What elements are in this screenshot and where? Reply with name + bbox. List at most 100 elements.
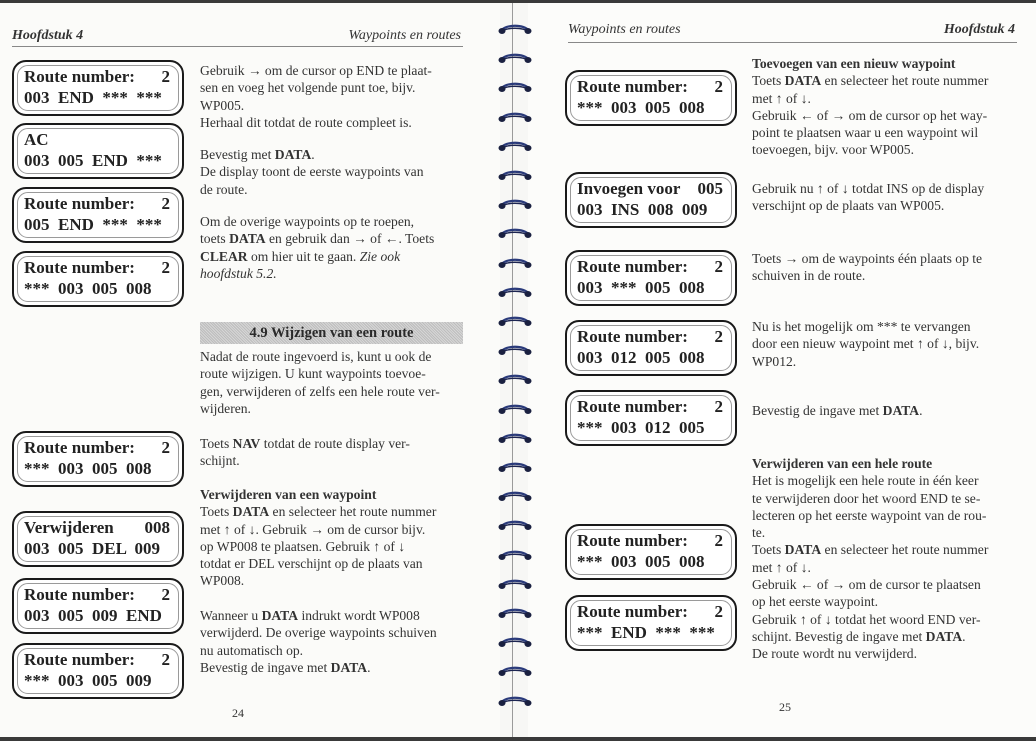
- binding-ring-icon: [497, 197, 533, 210]
- lcd-display: Route number: 2 003 END *** ***: [12, 60, 184, 116]
- lcd-value: 2: [714, 602, 724, 621]
- text-run: te.: [752, 525, 766, 541]
- text-line: schijnt.: [200, 452, 410, 469]
- text-paragraph: Gebruik nu ↑ of ↓ totdat INS op de displ…: [752, 180, 984, 215]
- text-run: Gebruik ← of → om de cursor op het way-: [752, 107, 988, 123]
- text-run: .: [367, 659, 371, 675]
- text-run: met ↑ of ↓.: [752, 559, 811, 575]
- bold-term: CLEAR: [200, 248, 248, 264]
- text-run: toets: [200, 231, 230, 247]
- lcd-display: Route number: 2 *** 003 005 009: [12, 643, 184, 699]
- text-line: Gebruik ← of → om de cursor op het way-: [752, 107, 988, 124]
- binding-ring-icon: [497, 343, 533, 356]
- bold-term: DATA: [330, 659, 368, 675]
- text-run: toevoegen, bijv. voor WP005.: [752, 142, 914, 158]
- text-run: .: [962, 628, 966, 644]
- lcd-line-1: Route number: 2: [24, 67, 170, 87]
- scan-edge-top: [0, 0, 1036, 3]
- lcd-display: Verwijderen 008 003 005 DEL 009: [12, 511, 184, 567]
- lcd-label: Route number:: [24, 650, 135, 669]
- text-run: verschijnt op de plaats van WP005.: [752, 198, 945, 214]
- lcd-label: Verwijderen: [24, 518, 114, 537]
- binding-ring-icon: [497, 226, 533, 239]
- text-line: Toets DATA en selecteer het route nummer: [200, 503, 436, 520]
- binding-ring-icon: [497, 372, 533, 385]
- text-run: totdat de route display ver-: [260, 436, 410, 451]
- text-run: .: [311, 147, 315, 162]
- bold-term: DATA: [784, 542, 822, 558]
- text-line: hoofdstuk 5.2.: [200, 265, 434, 282]
- text-run: schijnt. Bevestig de ingave met: [752, 628, 926, 644]
- lcd-value: 2: [161, 67, 171, 86]
- binding-ring-icon: [497, 431, 533, 443]
- lcd-line-1: Route number: 2: [577, 77, 723, 97]
- text-line: totdat er DEL verschijnt op de plaats va…: [200, 555, 436, 572]
- bold-term: DATA: [784, 73, 822, 89]
- lcd-line-1: Route number: 2: [24, 258, 170, 278]
- text-line: Verwijderen van een waypoint: [200, 486, 436, 503]
- bold-term: DATA: [925, 628, 963, 644]
- binding-ring-icon: [497, 664, 533, 677]
- text-paragraph: Toets NAV totdat de route display ver-sc…: [200, 435, 410, 470]
- lcd-line-2: 003 005 009 END: [24, 606, 162, 625]
- lcd-line-2: *** 003 005 008: [577, 552, 705, 571]
- lcd-inner-frame: [17, 256, 179, 302]
- text-run: Om de overige waypoints op te roepen,: [200, 214, 415, 229]
- text-run: Toets: [200, 504, 233, 520]
- right-section-header: Waypoints en routes: [568, 22, 681, 37]
- lcd-label: Invoegen voor: [577, 179, 681, 198]
- text-run: Herhaal dit totdat de route compleet is.: [200, 114, 412, 130]
- lcd-line-1: Route number: 2: [24, 438, 170, 458]
- lcd-display: Route number: 2 *** END *** ***: [565, 595, 737, 651]
- lcd-inner-frame: [570, 255, 732, 301]
- text-line: Toevoegen van een nieuw waypoint: [752, 55, 988, 72]
- left-chapter-header: Hoofdstuk 4: [12, 28, 84, 43]
- bold-term: DATA: [274, 147, 312, 162]
- lcd-line-2: *** END *** ***: [577, 623, 715, 642]
- text-line: Het is mogelijk een hele route in één ke…: [752, 472, 988, 489]
- lcd-inner-frame: [570, 600, 732, 646]
- lcd-label: Route number:: [24, 67, 135, 86]
- binding-ring-icon: [497, 489, 533, 502]
- lcd-value: 2: [161, 585, 171, 604]
- lcd-inner-frame: [570, 325, 732, 371]
- lcd-value: 2: [161, 258, 171, 277]
- binding-ring-icon: [497, 256, 533, 268]
- bold-term: DATA: [232, 504, 270, 520]
- text-line: te verwijderen door het woord END te se-: [752, 490, 988, 507]
- text-line: Nadat de route ingevoerd is, kunt u ook …: [200, 348, 440, 365]
- text-run: met ↑ of ↓.: [752, 90, 811, 106]
- text-run: Toets: [752, 73, 785, 89]
- lcd-line-2: *** 003 005 008: [577, 98, 705, 117]
- text-run: om hier uit te gaan.: [247, 248, 360, 264]
- binding-ring-icon: [497, 80, 533, 93]
- lcd-line-1: Route number: 2: [577, 602, 723, 622]
- lcd-line-1: Route number: 2: [577, 327, 723, 347]
- lcd-display: Route number: 2 003 005 009 END: [12, 578, 184, 634]
- binding-ring-icon: [497, 548, 533, 560]
- text-run: met ↑ of ↓. Gebruik → om de cursor bijv.: [200, 521, 426, 537]
- text-line: point te plaatsen waar u een waypoint wi…: [752, 124, 988, 141]
- lcd-label: Route number:: [577, 77, 688, 96]
- text-line: sen en voeg het volgende punt toe, bijv.: [200, 79, 432, 96]
- text-line: Toets DATA en selecteer het route nummer: [752, 72, 988, 89]
- text-run: en gebruik dan → of ←. Toets: [265, 231, 435, 247]
- right-chapter-header: Hoofdstuk 4: [943, 22, 1015, 37]
- lcd-label: Route number:: [24, 194, 135, 213]
- text-line: Verwijderen van een hele route: [752, 455, 988, 472]
- bold-term: DATA: [882, 403, 920, 418]
- lcd-label: Route number:: [24, 438, 135, 457]
- text-line: verschijnt op de plaats van WP005.: [752, 197, 984, 214]
- lcd-label: Route number:: [24, 585, 135, 604]
- text-run: wijderen.: [200, 400, 251, 416]
- text-run: hoofdstuk 5.2.: [200, 265, 277, 281]
- text-paragraph: Wanneer u DATA indrukt wordt WP008 verwij…: [200, 607, 437, 676]
- text-line: Toets NAV totdat de route display ver-: [200, 435, 410, 452]
- text-run: Gebruik nu ↑ of ↓ totdat INS op de displ…: [752, 181, 985, 196]
- text-line: Gebruik nu ↑ of ↓ totdat INS op de displ…: [752, 180, 984, 197]
- lcd-line-2: 003 005 END ***: [24, 151, 162, 170]
- text-run: Bevestig de ingave met: [752, 403, 883, 418]
- lcd-line-1: AC: [24, 130, 170, 150]
- text-run: en selecteer het route nummer: [821, 542, 989, 558]
- text-line: toets DATA en gebruik dan → of ←. Toets: [200, 230, 434, 247]
